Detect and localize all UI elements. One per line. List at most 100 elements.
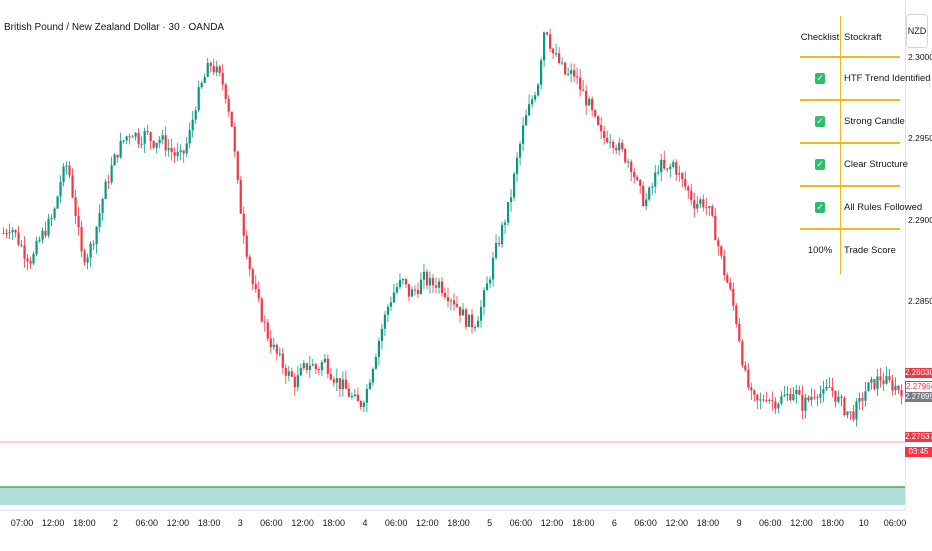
- candle-body: [681, 173, 684, 180]
- currency-badge[interactable]: NZD: [906, 14, 928, 48]
- candle-body: [338, 378, 341, 389]
- candle-body: [344, 379, 347, 389]
- checklist-row-label: Clear Structure: [844, 158, 908, 170]
- candle-body: [323, 358, 326, 363]
- time-tick-label: 18:00: [571, 518, 595, 528]
- candle-body: [897, 385, 900, 390]
- candle-body: [113, 154, 116, 166]
- candle-body: [521, 125, 525, 144]
- price-chart-plot[interactable]: [0, 0, 905, 510]
- candle-body: [479, 306, 483, 321]
- candle-body: [440, 281, 444, 293]
- candle-body: [146, 131, 149, 133]
- candle-body: [263, 321, 266, 323]
- candle-body: [413, 289, 417, 291]
- candle-body: [759, 399, 762, 401]
- candle-body: [867, 382, 870, 392]
- check-icon: ✓: [815, 158, 825, 170]
- candle-body: [392, 292, 396, 303]
- candle-body: [308, 365, 311, 370]
- checklist-separator: [800, 142, 900, 144]
- candle-body: [371, 368, 375, 383]
- candle-body: [576, 76, 579, 78]
- candle-body: [161, 135, 164, 140]
- candle-body: [353, 394, 356, 397]
- candle-body: [503, 222, 507, 225]
- candle-body: [552, 48, 555, 54]
- candle-body: [660, 159, 663, 173]
- candle-body: [885, 376, 888, 384]
- candle-body: [236, 151, 239, 181]
- candle-body: [603, 131, 606, 138]
- candle-body: [248, 256, 251, 270]
- price-axis[interactable]: [905, 0, 932, 510]
- candle-body: [209, 62, 212, 66]
- candle-body: [813, 396, 816, 398]
- candle-body: [50, 218, 53, 220]
- candle-body: [657, 172, 660, 174]
- candle-body: [131, 136, 134, 138]
- candle-body: [149, 132, 152, 141]
- candle-body: [29, 261, 32, 264]
- price-label-badge: 2.28030: [905, 367, 932, 378]
- candle-body: [254, 284, 257, 290]
- candle-body: [122, 140, 125, 142]
- price-tick-label: 2.30000: [908, 52, 932, 63]
- time-tick-label: 6: [611, 518, 617, 528]
- candle-body: [143, 131, 146, 144]
- candle-body: [401, 279, 405, 281]
- candle-body: [257, 289, 260, 299]
- candle-body: [699, 199, 702, 204]
- time-tick-label: 18:00: [322, 518, 346, 528]
- price-tick-label: 2.28500: [908, 296, 932, 307]
- candle-body: [639, 179, 642, 186]
- candle-body: [515, 157, 519, 174]
- candle-body: [365, 389, 369, 403]
- candle-body: [38, 239, 41, 242]
- candle-body: [597, 116, 600, 125]
- candle-body: [780, 396, 783, 404]
- candle-body: [104, 181, 107, 199]
- checklist-header-row: Checklist Stockraft: [800, 16, 900, 58]
- checklist-row: ✓ All Rules Followed: [800, 186, 922, 228]
- candle-body: [107, 181, 110, 183]
- candle-body: [645, 199, 648, 207]
- check-icon: ✓: [815, 72, 825, 84]
- candle-body: [756, 394, 759, 401]
- candle-body: [266, 322, 269, 339]
- candle-body: [606, 137, 609, 143]
- candle-body: [711, 206, 714, 216]
- candle-body: [512, 173, 516, 198]
- candle-body: [738, 323, 741, 342]
- time-tick-label: 06:00: [883, 518, 907, 528]
- candle-body: [546, 32, 549, 35]
- candle-body: [861, 398, 864, 401]
- candle-body: [377, 340, 381, 358]
- bottom-band: [0, 487, 905, 505]
- candle-body: [446, 297, 450, 302]
- candle-body: [269, 338, 272, 348]
- price-label-badge: 2.27637: [905, 431, 932, 442]
- candle-body: [573, 70, 576, 77]
- candle-body: [170, 148, 173, 153]
- candle-body: [570, 70, 573, 74]
- candle-body: [101, 198, 104, 213]
- time-axis[interactable]: [0, 510, 905, 551]
- candle-body: [461, 309, 465, 316]
- candle-body: [618, 142, 621, 151]
- candle-body: [416, 290, 420, 294]
- candle-body: [326, 358, 329, 375]
- candle-body: [221, 72, 224, 85]
- candle-body: [807, 397, 810, 401]
- candle-body: [281, 353, 284, 368]
- candle-body: [17, 232, 20, 245]
- candle-body: [687, 186, 690, 191]
- candle-body: [672, 162, 675, 167]
- candle-body: [636, 177, 639, 180]
- candle-body: [627, 161, 630, 163]
- candle-body: [425, 271, 429, 286]
- candle-body: [864, 391, 867, 401]
- candle-body: [549, 34, 552, 49]
- candle-body: [383, 314, 387, 329]
- candle-body: [753, 390, 756, 395]
